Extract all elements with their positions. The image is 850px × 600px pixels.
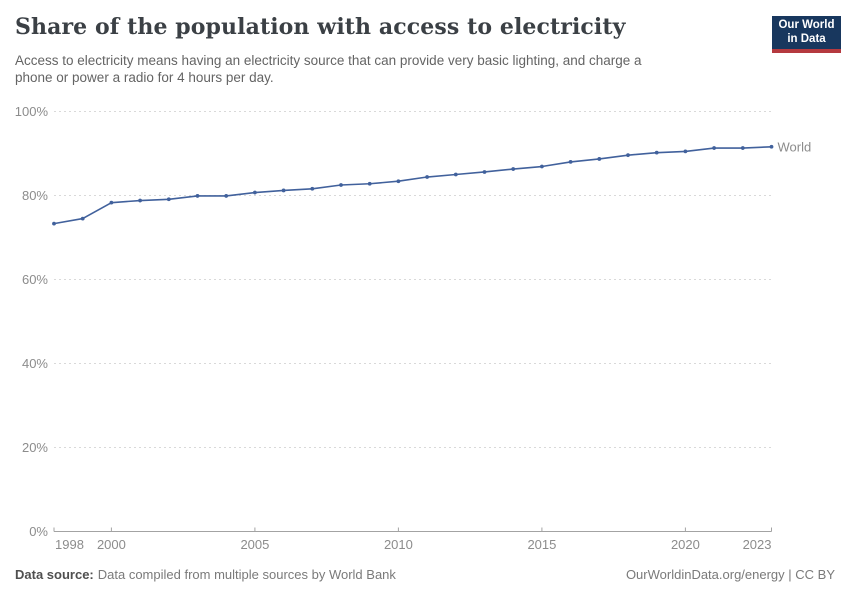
y-tick-label: 0% — [29, 524, 48, 539]
data-point — [425, 175, 429, 179]
x-tick-label: 2000 — [97, 537, 126, 552]
data-point — [740, 146, 745, 150]
data-point — [712, 146, 716, 150]
data-point — [540, 164, 544, 169]
data-point — [281, 188, 286, 193]
y-tick-label: 40% — [22, 356, 48, 371]
owid-logo-line1: Our World — [778, 19, 835, 31]
data-point — [367, 181, 372, 186]
subtitle-line-2: phone or power a radio for 4 hours per d… — [15, 70, 274, 85]
page-title: Share of the population with access to e… — [15, 14, 626, 40]
data-source-label: Data source: — [15, 567, 94, 582]
x-tick-label: 2010 — [384, 537, 413, 552]
x-tick-label: 2005 — [240, 537, 269, 552]
data-point — [396, 179, 401, 184]
series-line-world — [53, 145, 772, 225]
data-point — [253, 190, 257, 195]
data-source-note: Data source: Data compiled from multiple … — [15, 567, 396, 582]
data-point — [310, 186, 315, 191]
chart-footer: Data source: Data compiled from multiple … — [15, 567, 835, 582]
y-tick-label: 80% — [22, 188, 48, 203]
y-tick-label: 20% — [22, 440, 48, 455]
data-point — [511, 167, 516, 171]
x-tick-label: 2023 — [743, 537, 772, 552]
data-point — [80, 216, 85, 221]
owid-cc-link[interactable]: OurWorldinData.org/energy | CC BY — [625, 567, 835, 582]
data-point — [482, 170, 487, 174]
data-source-text: Data compiled from multiple sources by W… — [97, 567, 396, 582]
data-point — [224, 194, 229, 198]
data-point — [683, 149, 688, 154]
data-point — [109, 200, 114, 205]
data-point — [769, 144, 774, 149]
y-tick-label: 60% — [22, 272, 48, 287]
owid-logo[interactable]: Our World in Data — [772, 16, 841, 53]
data-point — [166, 197, 171, 202]
data-point — [138, 198, 143, 203]
x-tick-label: 2015 — [527, 537, 556, 552]
data-point — [339, 183, 343, 187]
x-tick-label: 1998 — [55, 537, 84, 552]
x-tick-label: 2020 — [671, 537, 700, 552]
subtitle-line-1: Access to electricity means having an el… — [15, 53, 642, 68]
data-point — [52, 221, 56, 226]
chart-subtitle: Access to electricity means having an el… — [15, 52, 642, 86]
data-point — [568, 160, 573, 164]
series-label-world[interactable]: World — [778, 139, 812, 154]
owid-logo-line2: in Data — [787, 32, 826, 45]
y-tick-label: 100% — [15, 104, 49, 119]
data-point — [195, 194, 200, 198]
data-point — [597, 157, 602, 161]
data-point — [654, 150, 659, 155]
data-point — [453, 172, 458, 177]
data-point — [626, 153, 630, 158]
